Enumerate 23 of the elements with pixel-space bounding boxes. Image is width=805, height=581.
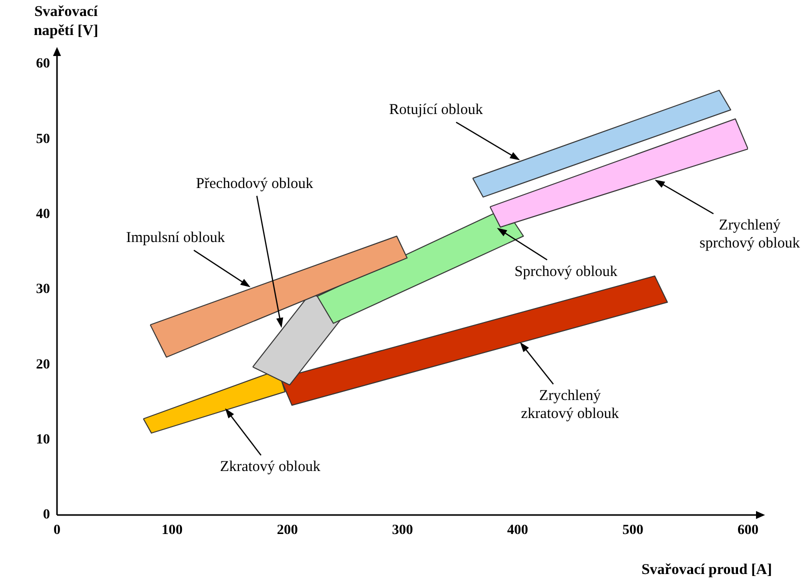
annotation: Zrychlený zkratový oblouk [521, 388, 620, 422]
y-tick-label: 20 [36, 357, 50, 372]
y-tick-label: 0 [43, 508, 50, 523]
annotation: Zkratový oblouk [220, 459, 321, 476]
annotation: Impulsní oblouk [126, 230, 226, 246]
annotation: Přechodový oblouk [196, 176, 314, 192]
y-tick-label: 30 [36, 282, 50, 298]
annotation: Zrychlený sprchový oblouk [700, 218, 800, 252]
x-tick-label: 300 [392, 523, 413, 538]
y-tick-label: 60 [36, 56, 50, 72]
y-tick-label: 40 [36, 206, 50, 222]
annotation: Rotující oblouk [389, 102, 484, 118]
x-tick-label: 200 [276, 523, 298, 538]
x-tick-label: 100 [162, 523, 183, 538]
y-tick-label: 50 [36, 132, 50, 147]
y-axis-title: Svařovací napětí [V] [34, 4, 98, 39]
x-axis-title: Svařovací proud [A] [641, 562, 772, 578]
x-tick-label: 500 [622, 523, 644, 538]
x-tick-label: 400 [507, 523, 528, 538]
x-tick-label: 600 [738, 523, 758, 538]
x-tick-label: 0 [54, 523, 60, 538]
annotation: Sprchový oblouk [514, 264, 618, 280]
y-tick-label: 10 [36, 432, 50, 448]
